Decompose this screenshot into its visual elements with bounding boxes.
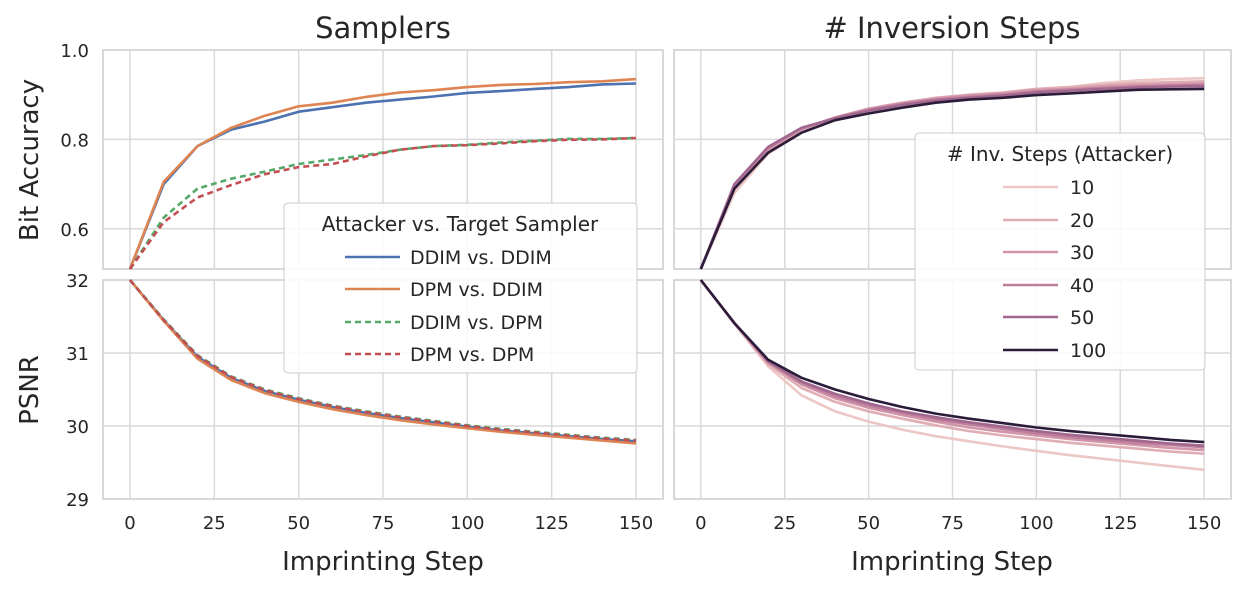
legend-samplers-title: Attacker vs. Target Sampler: [322, 212, 599, 236]
legend-label-100: 100: [1070, 340, 1106, 362]
legend-label-ddim-ddim: DDIM vs. DDIM: [410, 247, 552, 269]
legend-label-50: 50: [1070, 307, 1094, 329]
series-line-bottom-right-10: [699, 279, 1205, 472]
xtick-label-bottom-left-1: 25: [203, 513, 226, 534]
xtick-label-bottom-right-4: 100: [1019, 513, 1053, 534]
ytick-label-bottom-left-1: 30: [66, 417, 89, 438]
series-line-top-right-100: [699, 87, 1205, 270]
xtick-label-bottom-right-1: 25: [773, 513, 796, 534]
xtick-label-bottom-left-6: 150: [619, 513, 653, 534]
legend-inv-box: [914, 132, 1206, 371]
legend-inv-title: # Inv. Steps (Attacker): [947, 142, 1173, 166]
xtick-label-bottom-right-6: 150: [1187, 513, 1221, 534]
legend-label-ddim-dpm: DDIM vs. DPM: [410, 312, 543, 334]
xtick-label-bottom-right-0: 0: [695, 513, 706, 534]
xtick-label-bottom-left-3: 75: [372, 513, 395, 534]
legend-samplers: Attacker vs. Target Sampler DDIM vs. DDI…: [283, 202, 638, 374]
ytick-label-bottom-left-2: 31: [66, 344, 89, 365]
legend-samplers-box: [283, 202, 638, 374]
ytick-label-top-left-0: 0.6: [60, 220, 89, 241]
title-inversion-steps: # Inversion Steps: [823, 11, 1080, 45]
ylabel-bit-accuracy: Bit Accuracy: [15, 79, 45, 241]
legend-label-40: 40: [1070, 275, 1094, 297]
ylabel-psnr: PSNR: [15, 355, 45, 425]
xtick-label-bottom-left-0: 0: [124, 513, 135, 534]
ytick-label-bottom-left-0: 29: [66, 490, 89, 511]
series-line-bottom-right-100: [699, 279, 1205, 444]
xlabel-right: Imprinting Step: [851, 547, 1053, 577]
series-line-top-left-dpm-vs-ddim: [128, 77, 637, 270]
legend-inversion-steps: # Inv. Steps (Attacker) 10 20 30 40 50 1…: [914, 132, 1206, 371]
xtick-label-bottom-left-2: 50: [287, 513, 310, 534]
xtick-label-bottom-right-5: 125: [1103, 513, 1137, 534]
legend-label-20: 20: [1070, 210, 1094, 232]
legend-label-dpm-ddim: DPM vs. DDIM: [410, 279, 543, 301]
ytick-label-bottom-left-3: 32: [66, 271, 89, 292]
ytick-label-top-left-2: 1.0: [60, 41, 89, 62]
series-line-bottom-right-50: [699, 279, 1205, 447]
xtick-label-bottom-left-4: 100: [450, 513, 484, 534]
series-line-bottom-left-dpm-vs-ddim: [128, 279, 637, 445]
xtick-label-bottom-left-5: 125: [534, 513, 568, 534]
legend-label-dpm-dpm: DPM vs. DPM: [410, 344, 534, 366]
tick-label-layer: 0.6 0.8 1.0 0 25 50 75 100 125 150 29 30 31 32 0 25 50 75…: [60, 41, 1221, 534]
series-line-bottom-right-20: [699, 279, 1205, 455]
series-line-bottom-left-dpm-vs-dpm: [129, 279, 637, 442]
series-line-top-left-dpm-vs-dpm: [128, 136, 637, 270]
xtick-label-bottom-right-2: 50: [857, 513, 880, 534]
legend-label-30: 30: [1070, 242, 1094, 264]
title-samplers: Samplers: [315, 11, 451, 45]
xtick-label-bottom-right-3: 75: [941, 513, 964, 534]
xlabel-left: Imprinting Step: [282, 547, 484, 577]
series-layer: [128, 76, 1205, 472]
ytick-label-top-left-1: 0.8: [60, 130, 89, 151]
legend-label-10: 10: [1070, 177, 1094, 199]
series-line-top-right-50: [699, 84, 1205, 270]
